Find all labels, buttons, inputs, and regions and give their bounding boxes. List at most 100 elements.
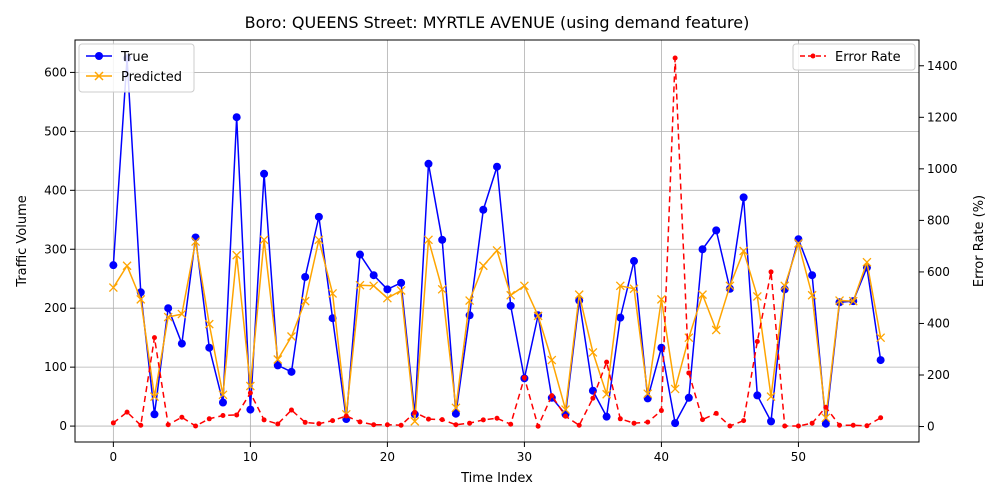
data-point-predicted [177,309,187,319]
data-point-true [671,419,680,428]
x-tick-label: 0 [110,450,118,464]
data-point-error-rate [220,412,226,418]
x-tick-label: 40 [654,450,669,464]
chart-title: Boro: QUEENS Street: MYRTLE AVENUE (usin… [245,13,750,32]
data-point-error-rate [247,390,253,396]
data-point-true [712,226,721,235]
data-point-true [383,285,392,294]
data-point-true [451,409,460,418]
data-point-true [232,113,241,122]
data-point-true [876,356,885,365]
series-line-error-rate [112,57,882,428]
data-point-error-rate [398,422,404,428]
data-point-error-rate [425,416,431,422]
y2-tick-label: 600 [927,265,950,279]
data-point-error-rate [480,417,486,423]
data-point-error-rate [330,418,336,424]
data-point-error-rate [357,419,363,425]
data-point-error-rate [535,423,541,429]
data-point-error-rate [782,423,788,429]
data-point-predicted [752,291,762,301]
data-point-error-rate [672,55,678,61]
grid-lines [75,40,919,442]
data-point-true [260,169,269,178]
y-axis-label: Traffic Volume [15,195,30,288]
data-point-true [150,410,159,419]
data-point-predicted [711,325,721,335]
data-point-predicted [519,281,529,291]
legend-predicted-marker [94,71,104,81]
y2-tick-label: 400 [927,316,950,330]
data-point-predicted [629,284,639,294]
legend-right: Error Rate [792,43,916,71]
data-point-error-rate [645,419,651,425]
data-point-error-rate [809,420,815,426]
data-point-predicted [150,392,159,402]
legend-true-marker [95,52,103,60]
data-point-predicted [821,413,831,423]
plot-frame [74,39,920,443]
data-point-true [369,271,378,280]
legend-left: True Predicted [78,43,195,93]
data-point-predicted [547,355,557,365]
data-point-error-rate [713,410,719,416]
data-point-predicted [602,389,612,399]
x-axis-ticks: 0 10 20 30 40 50 [110,442,806,464]
data-point-predicted [684,333,694,343]
data-point-predicted [670,384,680,394]
data-point-predicted [807,290,817,300]
data-point-predicted [163,312,173,322]
data-point-error-rate [768,269,774,275]
data-point-true [684,393,693,402]
legend-right-box [792,43,916,71]
data-point-predicted [848,296,858,306]
data-point-predicted [108,283,118,293]
series-true [109,54,885,428]
data-point-predicted [835,296,844,305]
data-point-true [630,257,639,266]
data-point-error-rate [124,409,130,415]
data-point-true [616,313,625,322]
y2-tick-label: 0 [927,420,935,434]
data-point-true [246,405,255,414]
data-point-error-rate [563,413,569,419]
data-point-error-rate [590,395,596,401]
data-point-predicted [232,250,242,260]
data-point-true [698,245,707,254]
y-tick-label: 500 [44,124,67,138]
y2-tick-label: 1400 [927,59,958,73]
x-tick-label: 50 [791,450,806,464]
data-point-true [314,212,323,221]
data-point-predicted [218,390,228,400]
data-point-true [588,386,597,395]
data-point-predicted [437,284,447,294]
y-tick-label: 0 [59,419,67,433]
data-point-error-rate [343,413,349,419]
data-point-predicted [492,245,502,255]
data-point-predicted [876,333,886,343]
data-point-predicted [478,261,488,271]
y-tick-label: 100 [44,360,67,374]
data-point-predicted [725,281,735,291]
data-point-predicted [643,389,653,399]
data-point-error-rate [302,419,308,425]
y2-axis-label: Error Rate (%) [972,195,987,287]
data-point-error-rate [138,422,144,428]
data-point-predicted [314,235,324,245]
data-point-error-rate [576,422,582,428]
data-point-predicted [287,332,296,341]
x-tick-label: 20 [380,450,395,464]
data-point-true [273,361,282,370]
data-point-error-rate [754,339,760,344]
data-point-error-rate [604,359,610,365]
data-point-predicted [382,293,392,303]
data-point-error-rate [823,404,829,410]
y2-tick-label: 800 [927,213,950,227]
data-point-predicted [766,392,776,402]
data-point-error-rate [878,415,884,421]
data-point-predicted [122,261,132,271]
data-point-error-rate [850,422,856,428]
y2-tick-label: 1000 [927,162,958,176]
data-point-error-rate [508,421,514,427]
